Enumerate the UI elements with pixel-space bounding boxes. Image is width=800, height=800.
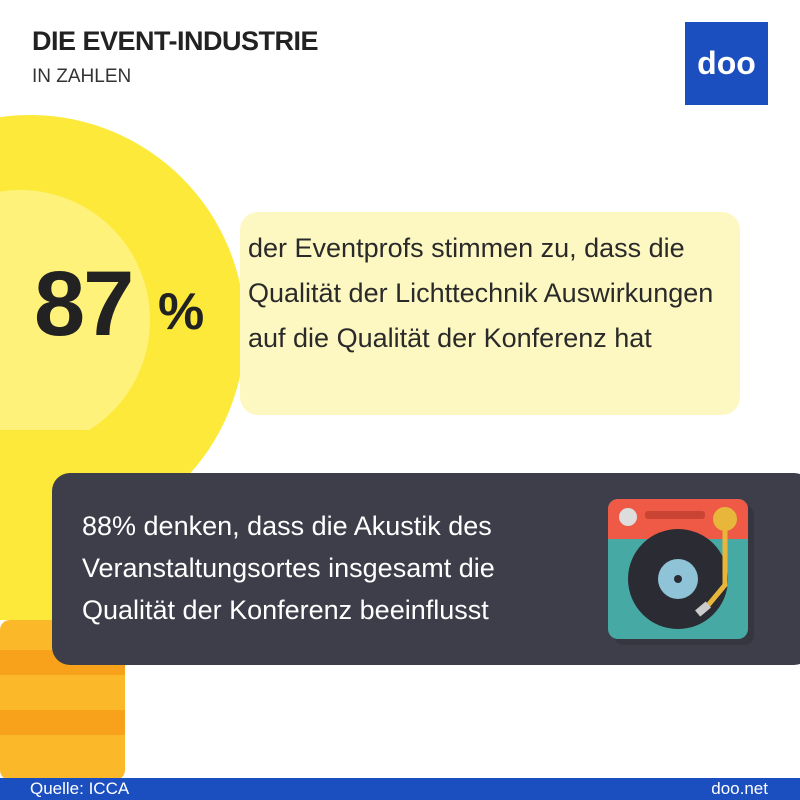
footer-bar xyxy=(0,778,800,800)
logo[interactable]: doo xyxy=(685,22,768,105)
footer-site[interactable]: doo.net xyxy=(711,779,768,798)
footer-source: Quelle: ICCA xyxy=(30,779,130,798)
stat-text: der Eventprofs stimmen zu, dass die Qual… xyxy=(248,233,714,353)
subtitle: IN ZAHLEN xyxy=(32,66,132,87)
stat-number: 87 xyxy=(34,253,134,355)
turntable-icon xyxy=(608,499,754,645)
stat-card xyxy=(240,212,740,415)
stat-unit: % xyxy=(158,283,205,341)
title: DIE EVENT-INDUSTRIE xyxy=(32,26,319,56)
lightbulb xyxy=(0,115,245,780)
audio-text: 88% denken, dass die Akustik des Veranst… xyxy=(82,511,495,625)
